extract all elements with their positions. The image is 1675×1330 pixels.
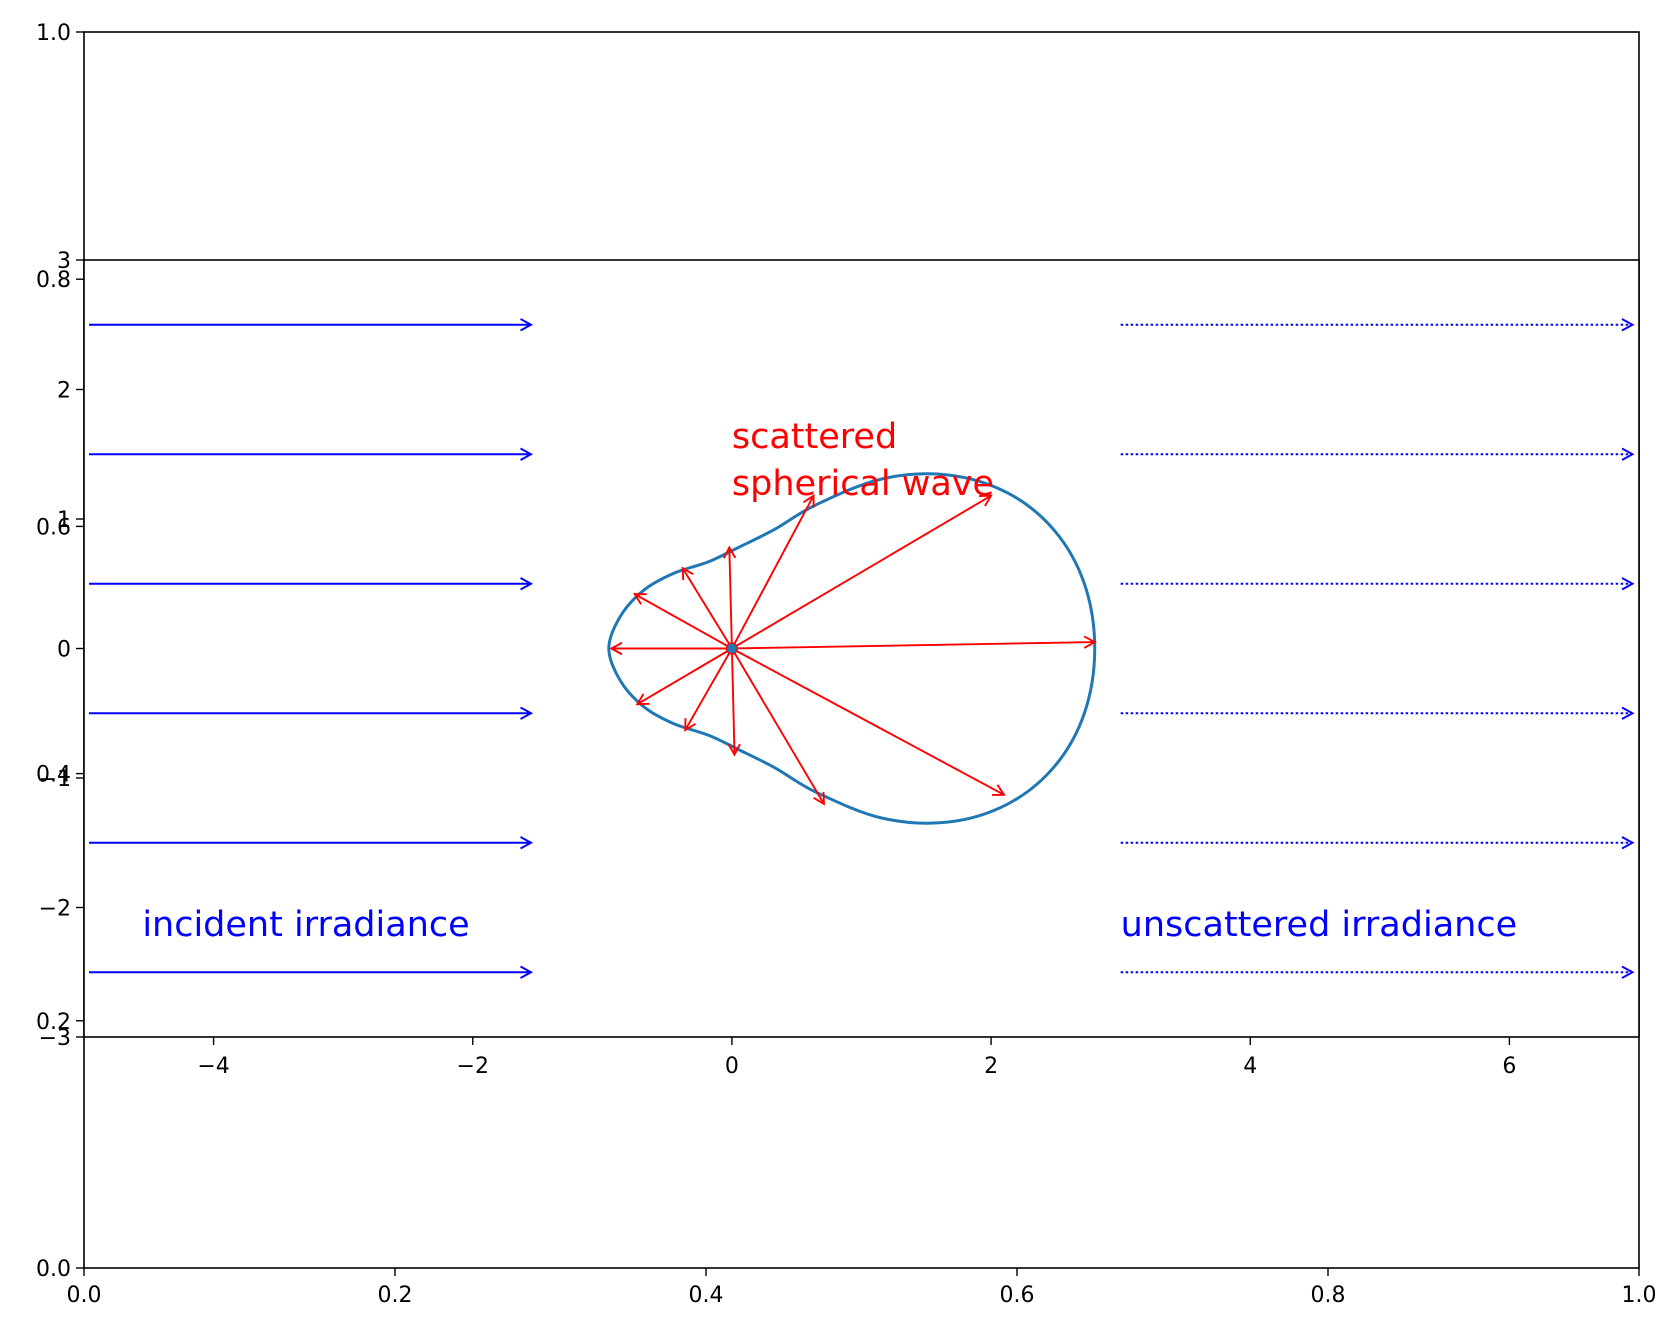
scattered-arrow-head	[802, 493, 815, 508]
scattered-arrow	[731, 647, 1006, 796]
unscattered-arrow	[1120, 447, 1635, 461]
unscattered-arrow	[1120, 706, 1635, 720]
unscattered-arrow-head	[1621, 577, 1635, 591]
scattered-arrow-shaft	[731, 648, 825, 805]
scattered-arrow-shaft	[728, 547, 733, 649]
outer-x-tick-label: 0.6	[1000, 1283, 1035, 1308]
scattered-arrow-shaft	[731, 647, 1005, 796]
incident-arrow-head	[520, 577, 534, 591]
scattered-arrow-head	[727, 743, 741, 757]
incident-arrow	[89, 577, 534, 591]
scattered-arrow-shaft	[681, 567, 733, 649]
incident-arrow	[89, 447, 534, 461]
scattered-arrow-head	[722, 545, 737, 559]
scattered-arrow	[681, 566, 733, 649]
outer-axes: 0.0 0.2 0.4 0.6 0.8 1.0 0.0 0.2 0.4 0.6 0.8 1.0	[36, 21, 1657, 1308]
outer-y-tick-label: 0.2	[36, 1010, 71, 1035]
scattered-arrow-head	[1083, 635, 1097, 649]
outer-x-tick-label: 0.0	[67, 1283, 102, 1308]
inner-y-tick-label: 0	[57, 638, 71, 663]
scattered-arrow	[635, 647, 733, 706]
unscattered-arrow-head	[1621, 447, 1635, 461]
scattered-arrow-head	[635, 693, 650, 706]
outer-x-tick-label: 1.0	[1622, 1283, 1657, 1308]
outer-y-tick-label: 0.4	[36, 763, 71, 788]
inner-x-tick-label: 4	[1243, 1054, 1257, 1079]
scattered-arrow-shaft	[636, 647, 733, 706]
inner-x-tick-label: 0	[725, 1054, 739, 1079]
scattered-arrow	[609, 641, 732, 656]
unscattered-arrow-head	[1621, 965, 1635, 979]
unscattered-arrow-head	[1621, 836, 1635, 850]
scattered-arrow	[633, 593, 733, 650]
incident-arrow-head	[520, 318, 534, 332]
scattered-arrow	[684, 648, 733, 732]
outer-x-tick-label: 0.4	[689, 1283, 724, 1308]
scattered-arrow-head	[633, 593, 647, 605]
inner-y-tick-label: 2	[57, 379, 71, 404]
annotation-2: unscattered irradiance	[1121, 905, 1517, 945]
scattered-arrow-shaft	[731, 641, 1095, 650]
incident-arrow-head	[520, 836, 534, 850]
scattered-arrow	[731, 494, 993, 650]
unscattered-arrow	[1120, 318, 1635, 332]
incident-arrow	[89, 836, 534, 850]
annotation-line: scattered	[732, 417, 897, 457]
outer-x-tick-label: 0.2	[378, 1283, 413, 1308]
scattered-arrow	[722, 545, 737, 649]
inner-x-tick-label: −4	[197, 1054, 229, 1079]
outer-y-tick-label: 0.6	[36, 515, 71, 540]
unscattered-arrow	[1120, 836, 1635, 850]
inner-y-tick-label: 3	[57, 249, 71, 274]
inner-x-tick-label: 6	[1502, 1054, 1516, 1079]
scattered-arrow-head	[609, 641, 623, 656]
outer-y-tick-label: 0.0	[36, 1257, 71, 1282]
scattered-arrow-shaft	[731, 495, 815, 649]
inner-y-tick-label: −3	[39, 1026, 71, 1051]
inner-y-tick-label: −1	[39, 767, 71, 792]
annotation-1: incident irradiance	[142, 905, 469, 945]
scattered-arrow-shaft	[731, 494, 992, 650]
inner-y-tick-label: 1	[57, 508, 71, 533]
incident-arrow-head	[520, 706, 534, 720]
inner-axes-frame	[83, 259, 1640, 1038]
incident-arrow	[89, 965, 534, 979]
scattered-arrow-head	[979, 494, 993, 507]
incident-arrow-head	[520, 965, 534, 979]
unscattered-arrow-head	[1621, 706, 1635, 720]
scattered-arrow-head	[681, 566, 694, 581]
scattered-arrow-shaft	[684, 648, 733, 731]
scattered-arrow-head	[813, 791, 825, 806]
scattered-arrow-head	[684, 718, 696, 732]
inner-x-tick-label: −2	[457, 1054, 489, 1079]
incident-arrow	[89, 706, 534, 720]
scattered-arrow	[731, 635, 1097, 650]
scattered-arrow-shaft	[730, 648, 736, 755]
scattered-arrow	[731, 648, 825, 806]
scattered-arrow-shaft	[634, 593, 733, 650]
incident-arrow-head	[520, 447, 534, 461]
scattered-arrow-head	[992, 784, 1006, 796]
scattering-axes: −4 −2 0 2 4 6 −3 −2 −1 0 1 2 3 scattered spherical wav…	[39, 249, 1640, 1079]
scattered-arrow	[727, 648, 741, 757]
scattered-arrow	[731, 493, 815, 649]
incident-arrow	[89, 318, 534, 332]
annotation-0: scattered spherical wave	[732, 417, 994, 504]
outer-x-tick-label: 0.8	[1311, 1283, 1346, 1308]
outer-y-tick-label: 0.8	[36, 268, 71, 293]
annotation-line: spherical wave	[732, 464, 994, 504]
unscattered-arrow-head	[1621, 318, 1635, 332]
inner-y-tick-label: −2	[39, 897, 71, 922]
unscattered-arrow	[1120, 965, 1635, 979]
source-point	[725, 642, 739, 655]
outer-y-tick-label: 1.0	[36, 21, 71, 46]
phase-function-curve	[607, 472, 1097, 825]
unscattered-arrow	[1120, 577, 1635, 591]
inner-x-tick-label: 2	[984, 1054, 998, 1079]
